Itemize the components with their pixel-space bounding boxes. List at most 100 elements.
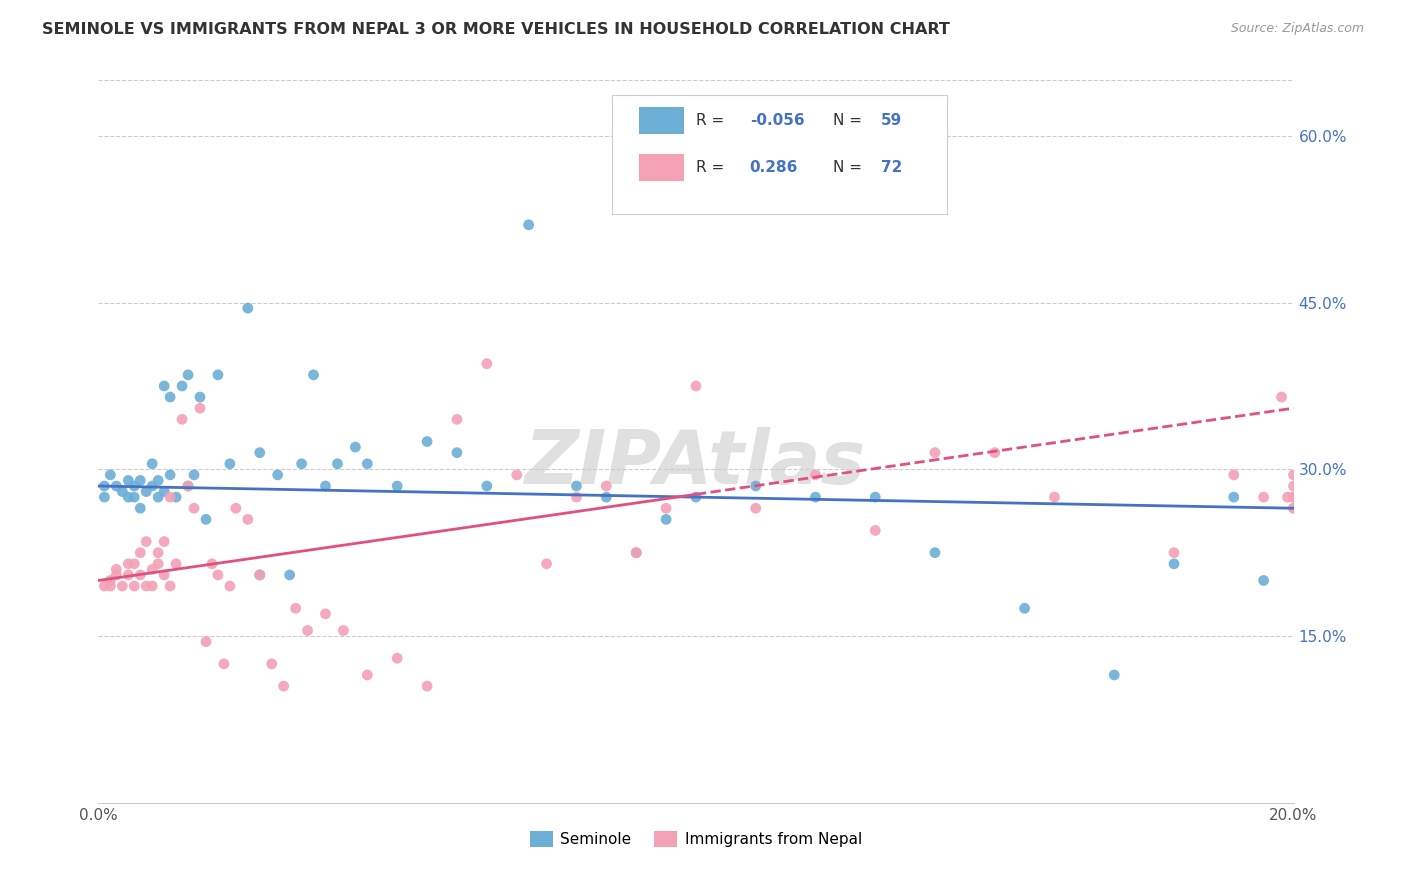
Text: Source: ZipAtlas.com: Source: ZipAtlas.com: [1230, 22, 1364, 36]
Point: [153, 484, 176, 499]
Point: [685, 490, 707, 504]
Point: [385, 479, 409, 493]
Point: [129, 474, 152, 488]
Point: [297, 624, 319, 638]
Point: [1014, 601, 1036, 615]
Point: [183, 467, 205, 482]
Point: [159, 467, 181, 482]
Point: [1277, 490, 1299, 504]
Point: [124, 490, 146, 504]
Point: [1282, 490, 1305, 504]
Point: [249, 568, 271, 582]
Point: [105, 568, 128, 582]
FancyBboxPatch shape: [613, 95, 948, 214]
Point: [129, 501, 152, 516]
Point: [165, 557, 187, 571]
Point: [626, 546, 648, 560]
Point: [207, 368, 229, 382]
Point: [278, 568, 301, 582]
Point: [148, 546, 170, 560]
Point: [225, 501, 247, 516]
Point: [117, 490, 139, 504]
Point: [536, 557, 558, 571]
Point: [129, 546, 152, 560]
Point: [924, 445, 946, 459]
Point: [1043, 490, 1066, 504]
Point: [475, 357, 498, 371]
Point: [124, 557, 146, 571]
Point: [111, 484, 134, 499]
Text: 59: 59: [882, 113, 903, 128]
Text: SEMINOLE VS IMMIGRANTS FROM NEPAL 3 OR MORE VEHICLES IN HOUSEHOLD CORRELATION CH: SEMINOLE VS IMMIGRANTS FROM NEPAL 3 OR M…: [42, 22, 950, 37]
Point: [284, 601, 307, 615]
Point: [105, 562, 128, 576]
Point: [93, 579, 115, 593]
Point: [195, 634, 218, 648]
Point: [98, 574, 122, 588]
Point: [565, 479, 588, 493]
Point: [315, 479, 337, 493]
Point: [172, 412, 194, 426]
Point: [135, 579, 157, 593]
Point: [326, 457, 349, 471]
Point: [117, 568, 139, 582]
Point: [302, 368, 325, 382]
Point: [291, 457, 314, 471]
Point: [416, 679, 439, 693]
Legend: Seminole, Immigrants from Nepal: Seminole, Immigrants from Nepal: [523, 825, 869, 853]
Point: [416, 434, 439, 449]
Point: [177, 479, 200, 493]
Point: [141, 562, 163, 576]
Point: [260, 657, 283, 671]
Point: [626, 546, 648, 560]
Point: [212, 657, 235, 671]
Point: [153, 379, 176, 393]
Point: [475, 479, 498, 493]
Point: [177, 368, 200, 382]
Point: [385, 651, 409, 665]
Point: [124, 479, 146, 493]
Point: [1282, 501, 1305, 516]
Point: [153, 568, 176, 582]
Point: [159, 490, 181, 504]
Point: [172, 379, 194, 393]
Text: R =: R =: [696, 113, 730, 128]
Text: N =: N =: [834, 161, 868, 175]
Point: [315, 607, 337, 621]
Point: [153, 534, 176, 549]
Point: [273, 679, 295, 693]
Point: [1253, 490, 1275, 504]
Point: [117, 557, 139, 571]
Point: [148, 490, 170, 504]
Point: [249, 568, 271, 582]
Point: [93, 479, 115, 493]
Point: [332, 624, 354, 638]
Point: [135, 534, 157, 549]
Point: [1282, 490, 1305, 504]
Point: [111, 579, 134, 593]
Point: [219, 457, 242, 471]
Point: [1282, 490, 1305, 504]
Text: -0.056: -0.056: [749, 113, 804, 128]
Point: [159, 579, 181, 593]
Point: [148, 557, 170, 571]
Point: [1223, 490, 1246, 504]
Point: [446, 445, 468, 459]
Point: [1282, 501, 1305, 516]
Point: [207, 568, 229, 582]
Text: 72: 72: [882, 161, 903, 175]
Point: [141, 457, 163, 471]
Point: [685, 379, 707, 393]
Point: [236, 512, 259, 526]
Point: [98, 579, 122, 593]
Point: [356, 457, 378, 471]
Point: [159, 390, 181, 404]
Text: N =: N =: [834, 113, 868, 128]
Point: [506, 467, 529, 482]
Point: [267, 467, 290, 482]
Point: [93, 490, 115, 504]
Point: [565, 490, 588, 504]
FancyBboxPatch shape: [638, 107, 685, 135]
Point: [1282, 479, 1305, 493]
Point: [1163, 546, 1185, 560]
